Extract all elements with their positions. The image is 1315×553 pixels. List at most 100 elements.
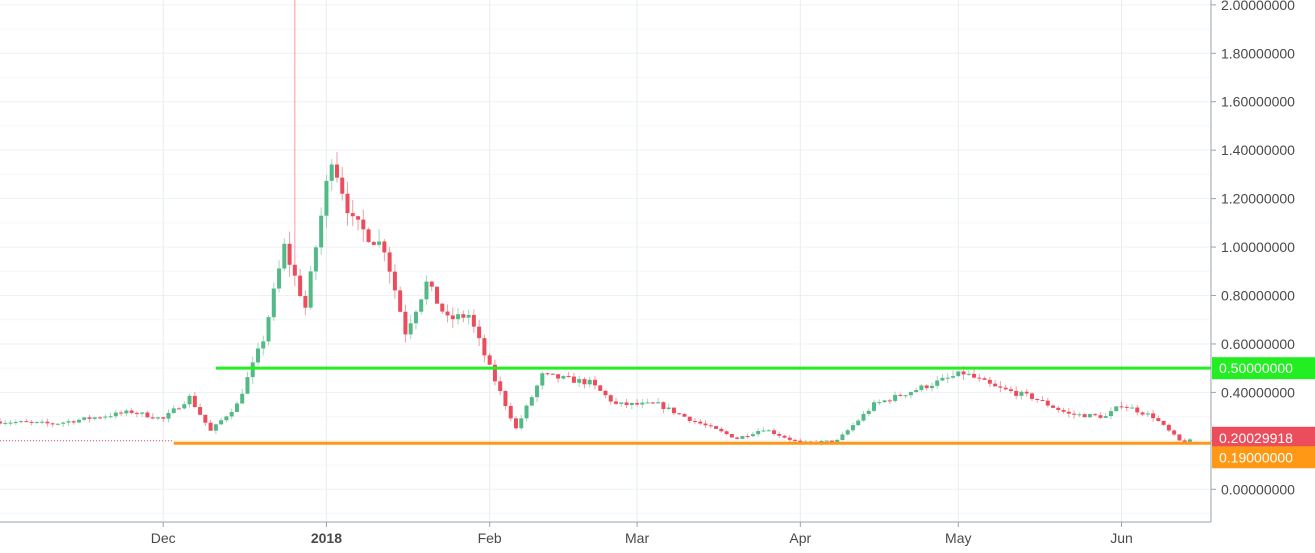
candle-body <box>845 430 850 435</box>
candle-body <box>966 373 971 375</box>
candle-body <box>113 412 118 417</box>
candle-body <box>287 243 292 265</box>
candle-body <box>308 271 313 308</box>
candle-body <box>1087 414 1092 418</box>
candle-body <box>1182 440 1187 442</box>
candle-body <box>1029 393 1034 399</box>
candle-body <box>429 281 434 287</box>
candle-body <box>298 275 303 297</box>
candle-body <box>1040 400 1045 402</box>
candle-body <box>3 422 8 424</box>
candle-body <box>277 268 282 289</box>
candle-body <box>392 271 397 291</box>
candle-body <box>756 431 761 435</box>
candle-body <box>708 425 713 427</box>
x-tick-label: Mar <box>625 530 649 546</box>
resistance-price-badge-bg <box>1212 357 1315 380</box>
candle-body <box>908 392 913 396</box>
candle-body <box>629 402 634 405</box>
candle-body <box>882 400 887 403</box>
x-tick-label: Apr <box>789 530 811 546</box>
candle-body <box>719 428 724 432</box>
candle-body <box>972 373 977 378</box>
price-axis[interactable]: 0.000000000.200000000.400000000.60000000… <box>1211 0 1295 497</box>
candle-body <box>740 436 745 439</box>
candle-body <box>893 394 898 401</box>
candle-body <box>1019 391 1024 396</box>
candle-body <box>13 422 18 424</box>
candle-body <box>1108 411 1113 417</box>
candle-body <box>324 180 329 216</box>
candle-body <box>840 434 845 440</box>
candle-body <box>766 430 771 432</box>
candle-body <box>124 410 129 414</box>
candle-body <box>45 421 50 424</box>
candle-body <box>456 314 461 320</box>
x-tick-label: 2018 <box>311 530 342 546</box>
y-tick-label: 1.60000000 <box>1221 94 1295 110</box>
candle-body <box>961 371 966 375</box>
candle-body <box>445 311 450 316</box>
candle-body <box>787 437 792 440</box>
candle-body <box>1145 413 1150 415</box>
candle-body <box>303 296 308 308</box>
candle-body <box>914 390 919 393</box>
candle-body <box>677 413 682 415</box>
candle-body <box>403 311 408 335</box>
candle-body <box>887 400 892 402</box>
candle-body <box>440 303 445 312</box>
candle-body <box>356 216 361 220</box>
candle-body <box>266 317 271 342</box>
candle-body <box>192 395 197 408</box>
candle-body <box>877 402 882 404</box>
candle-body <box>261 341 266 349</box>
time-axis[interactable]: Dec 2018 Feb Mar Apr May Jun <box>151 522 1133 546</box>
candle-body <box>592 379 597 386</box>
candle-body <box>824 440 829 442</box>
candle-body <box>145 412 150 418</box>
candle-body <box>166 412 171 419</box>
candle-body <box>771 430 776 435</box>
candle-body <box>171 408 176 413</box>
candle-body <box>529 397 534 406</box>
candle-body <box>1177 434 1182 441</box>
candle-body <box>598 385 603 391</box>
last-price-badge-bg <box>1212 426 1315 449</box>
candle-body <box>1056 407 1061 410</box>
candle-body <box>1098 415 1103 418</box>
candle-body <box>40 421 45 423</box>
candle-body <box>345 193 350 214</box>
candle-body <box>340 177 345 194</box>
candle-body <box>987 379 992 384</box>
candle-body <box>0 421 2 424</box>
candle-body <box>866 410 871 414</box>
candle-body <box>650 402 655 404</box>
candle-body <box>872 402 877 411</box>
support-price-badge-bg <box>1212 446 1315 469</box>
x-tick-label: Feb <box>478 530 502 546</box>
candle-body <box>182 404 187 409</box>
candle-body <box>729 434 734 438</box>
candle-body <box>508 406 513 419</box>
candle-body <box>1114 406 1119 412</box>
candle-body <box>1072 413 1077 415</box>
candle-body <box>1161 420 1166 425</box>
candle-body <box>319 215 324 248</box>
candle-body <box>108 416 113 418</box>
candle-body <box>1003 387 1008 390</box>
price-badges: 0.50000000 0.20029918 0.19000000 <box>1212 357 1315 469</box>
candle-body <box>487 355 492 365</box>
candle-body <box>513 418 518 429</box>
candle-body <box>119 412 124 414</box>
candle-body <box>1066 411 1071 414</box>
x-tick-label: Jun <box>1110 530 1133 546</box>
candle-body <box>92 417 97 419</box>
candle-body <box>977 377 982 379</box>
candle-body <box>1187 439 1192 442</box>
candle-body <box>334 164 339 178</box>
candle-body <box>951 376 956 378</box>
candle-body <box>71 421 76 423</box>
horizontal-levels <box>0 366 1211 445</box>
candle-body <box>408 323 413 335</box>
